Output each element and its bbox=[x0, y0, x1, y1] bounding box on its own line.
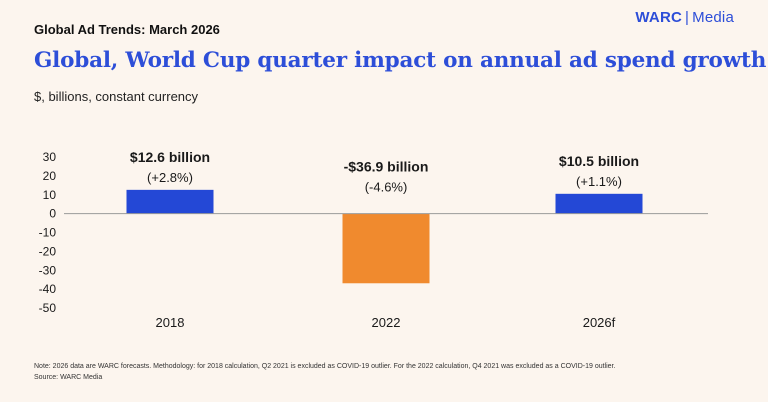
source-note: Source: WARC Media bbox=[34, 374, 103, 381]
y-tick-label: 30 bbox=[43, 150, 57, 164]
y-axis: 30 20 10 0 -10 -20 -30 -40 -50 bbox=[39, 150, 57, 315]
data-labels: $12.6 billion (+2.8%) -$36.9 billion (-4.6%… bbox=[130, 149, 639, 195]
y-tick-label: -20 bbox=[39, 244, 57, 258]
bar-2026f bbox=[555, 193, 643, 214]
data-label-percent: (+2.8%) bbox=[147, 170, 193, 185]
x-tick-label: 2018 bbox=[156, 315, 185, 330]
data-label-amount: $12.6 billion bbox=[130, 149, 210, 165]
brand-name: WARC bbox=[635, 9, 683, 26]
report-kicker: Global Ad Trends: March 2026 bbox=[34, 22, 220, 37]
methodology-note: Note: 2026 data are WARC forecasts. Meth… bbox=[34, 363, 616, 370]
brand-logo: WARC | Media bbox=[635, 9, 734, 26]
data-label-percent: (+1.1%) bbox=[576, 174, 622, 189]
brand-suffix: Media bbox=[692, 9, 734, 26]
data-label-percent: (-4.6%) bbox=[365, 180, 408, 195]
bars bbox=[126, 189, 643, 284]
data-label-amount: -$36.9 billion bbox=[344, 159, 429, 175]
bar-2018 bbox=[126, 189, 214, 214]
x-axis: 2018 2022 2026f bbox=[64, 213, 708, 330]
y-tick-label: 20 bbox=[43, 169, 57, 183]
x-tick-label: 2022 bbox=[372, 315, 401, 330]
y-tick-label: -30 bbox=[39, 263, 57, 277]
y-tick-label: -10 bbox=[39, 226, 57, 240]
y-tick-label: 0 bbox=[49, 207, 56, 221]
brand-separator: | bbox=[685, 9, 690, 26]
x-tick-label: 2026f bbox=[583, 315, 616, 330]
footnote: Note: 2026 data are WARC forecasts. Meth… bbox=[34, 361, 754, 383]
y-tick-label: -50 bbox=[39, 301, 57, 315]
bar-2022 bbox=[342, 213, 430, 284]
y-tick-label: 10 bbox=[43, 188, 57, 202]
chart-subtitle: $, billions, constant currency bbox=[34, 89, 199, 104]
y-tick-label: -40 bbox=[39, 282, 57, 296]
data-label-amount: $10.5 billion bbox=[559, 153, 639, 169]
chart-title: Global, World Cup quarter impact on annu… bbox=[34, 48, 767, 73]
